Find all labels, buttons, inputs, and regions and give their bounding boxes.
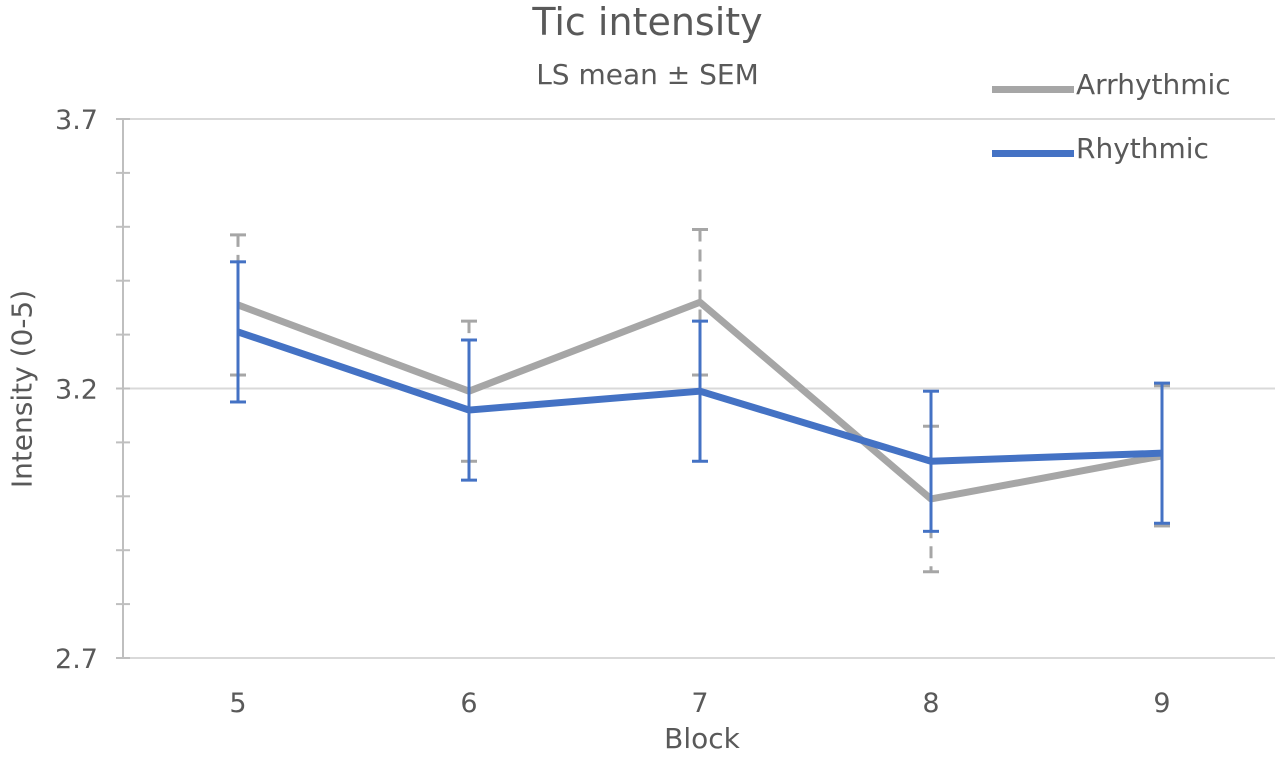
x-tick-label-4: 9: [1153, 688, 1170, 719]
legend-swatch-arrhythmic: [992, 86, 1074, 93]
legend-swatch-rhythmic: [992, 150, 1074, 157]
series-line-rhythmic: [236, 328, 1163, 465]
legend-item-arrhythmic: Arrhythmic: [990, 68, 1250, 108]
legend-item-rhythmic: Rhythmic: [990, 132, 1250, 172]
x-tick-label-3: 8: [922, 688, 939, 719]
x-tick-label-1: 6: [460, 688, 477, 719]
y-tick-label-2: 3.7: [55, 105, 98, 136]
series-line-arrhythmic: [236, 298, 1163, 503]
x-tick-label-0: 5: [229, 688, 246, 719]
y-tick-label-1: 3.2: [55, 375, 98, 406]
x-axis-label: Block: [664, 722, 740, 755]
legend-label-rhythmic: Rhythmic: [1076, 132, 1209, 165]
legend-label-arrhythmic: Arrhythmic: [1076, 68, 1231, 101]
chart-subtitle: LS mean ± SEM: [536, 58, 759, 91]
chart-title: Tic intensity: [532, 0, 763, 44]
y-tick-label-0: 2.7: [55, 644, 98, 675]
x-tick-label-2: 7: [691, 688, 708, 719]
y-axis-label: Intensity (0-5): [5, 289, 39, 489]
